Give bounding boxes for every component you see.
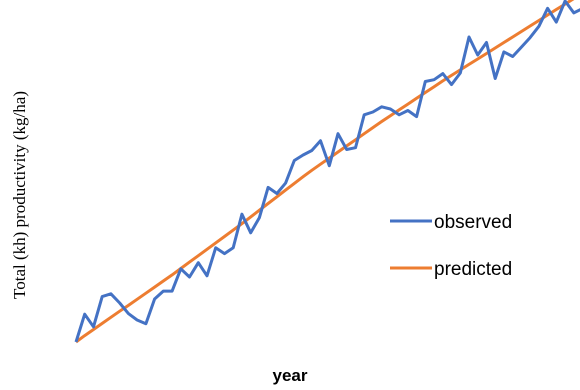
series-line-observed: [74, 0, 580, 343]
legend-label-predicted: predicted: [434, 259, 512, 280]
series-layer: [74, 0, 580, 344]
x-axis-label: year: [272, 366, 308, 385]
legend: observed predicted: [390, 212, 512, 280]
legend-label-observed: observed: [434, 212, 512, 233]
y-axis-label: Total (kh) productivity (kg/ha): [10, 91, 29, 299]
